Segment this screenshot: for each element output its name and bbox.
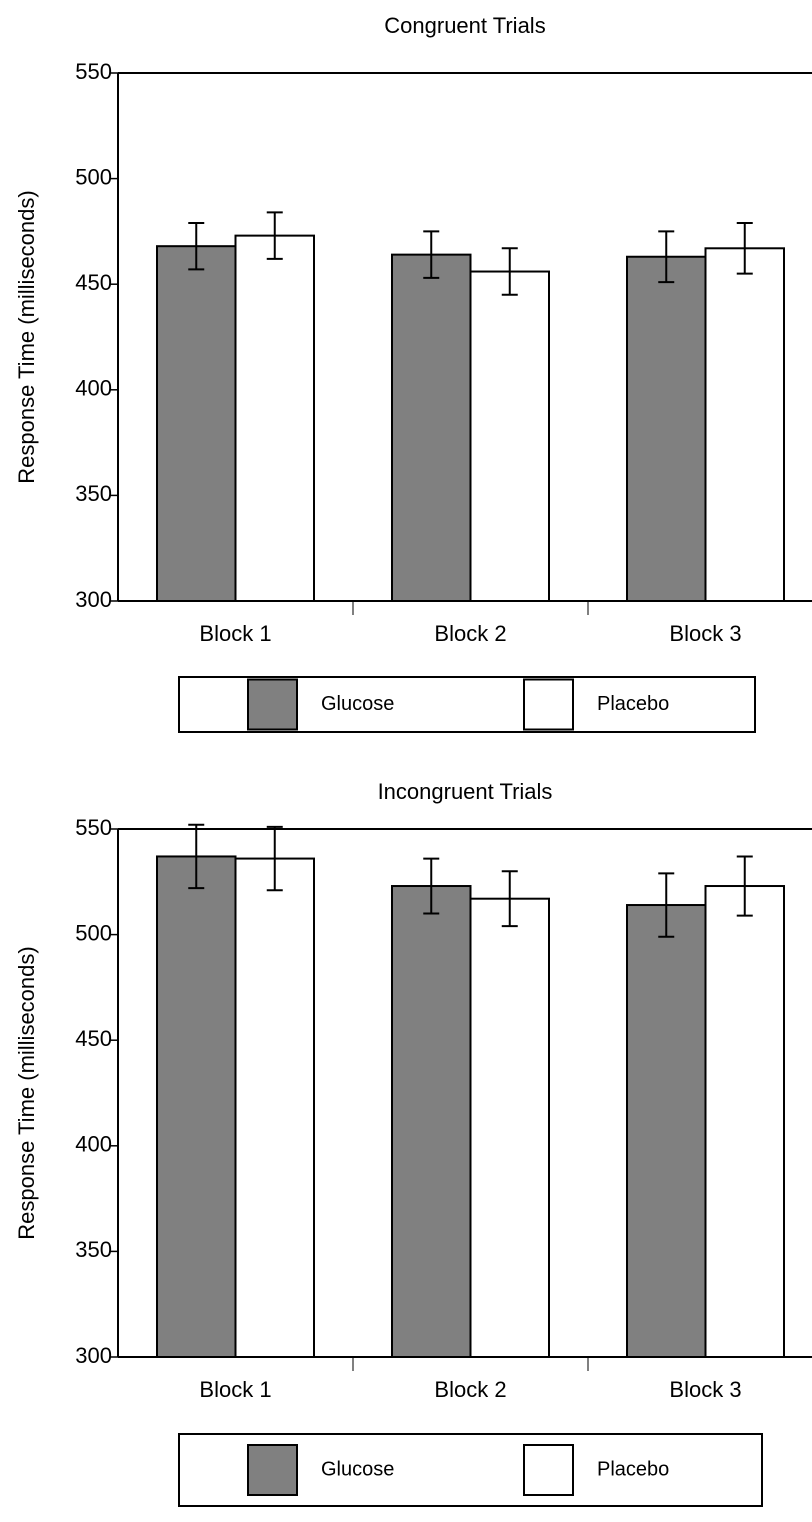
bar bbox=[234, 857, 315, 1358]
error-bar bbox=[188, 823, 205, 890]
x-tick-label: Block 3 bbox=[669, 1377, 741, 1402]
y-tick-label: 450 bbox=[75, 270, 112, 295]
y-axis-label: Response Time (milliseconds) bbox=[14, 946, 39, 1239]
legend-swatch bbox=[247, 1444, 298, 1496]
bar bbox=[626, 255, 707, 602]
y-tick-label: 300 bbox=[75, 587, 112, 612]
y-tick-label: 500 bbox=[75, 920, 112, 945]
bar bbox=[234, 234, 315, 602]
error-bar bbox=[501, 870, 518, 928]
y-tick-label: 550 bbox=[75, 59, 112, 84]
error-bar bbox=[736, 855, 753, 917]
error-bar bbox=[423, 857, 440, 915]
bar bbox=[156, 855, 237, 1358]
bar bbox=[391, 885, 472, 1358]
error-bar bbox=[658, 230, 675, 284]
chart-title: Incongruent Trials bbox=[378, 779, 553, 804]
y-tick-label: 300 bbox=[75, 1343, 112, 1368]
x-tick-label: Block 3 bbox=[669, 621, 741, 646]
error-bar bbox=[266, 211, 283, 260]
y-tick-label: 550 bbox=[75, 815, 112, 840]
legend-label: Placebo bbox=[597, 693, 669, 715]
legend-label: Glucose bbox=[321, 1458, 394, 1480]
bar bbox=[156, 245, 237, 603]
y-tick-label: 450 bbox=[75, 1026, 112, 1051]
error-bar bbox=[658, 872, 675, 938]
bar bbox=[626, 904, 707, 1358]
bar bbox=[469, 270, 550, 602]
y-tick-label: 500 bbox=[75, 164, 112, 189]
y-tick-label: 400 bbox=[75, 376, 112, 401]
legend-swatch bbox=[523, 678, 574, 731]
error-bar bbox=[188, 221, 205, 271]
legend-swatch bbox=[247, 678, 298, 731]
x-tick-label: Block 2 bbox=[434, 621, 506, 646]
x-tick-label: Block 2 bbox=[434, 1377, 506, 1402]
legend-label: Glucose bbox=[321, 693, 394, 715]
x-tick-label: Block 1 bbox=[199, 621, 271, 646]
y-tick-label: 350 bbox=[75, 1237, 112, 1262]
bar bbox=[469, 897, 550, 1358]
y-tick-label: 400 bbox=[75, 1132, 112, 1157]
error-bar bbox=[501, 247, 518, 296]
legend-box bbox=[178, 1433, 763, 1507]
x-tick-label: Block 1 bbox=[199, 1377, 271, 1402]
error-bar bbox=[423, 230, 440, 279]
y-tick-label: 350 bbox=[75, 481, 112, 506]
legend-swatch bbox=[523, 1444, 574, 1496]
y-axis-label: Response Time (milliseconds) bbox=[14, 190, 39, 483]
legend-label: Placebo bbox=[597, 1458, 669, 1480]
error-bar bbox=[266, 825, 283, 892]
bar bbox=[704, 885, 785, 1358]
chart-title: Congruent Trials bbox=[384, 13, 545, 38]
bar bbox=[391, 253, 472, 603]
error-bar bbox=[736, 221, 753, 275]
legend-box bbox=[178, 676, 756, 733]
bar bbox=[704, 247, 785, 603]
